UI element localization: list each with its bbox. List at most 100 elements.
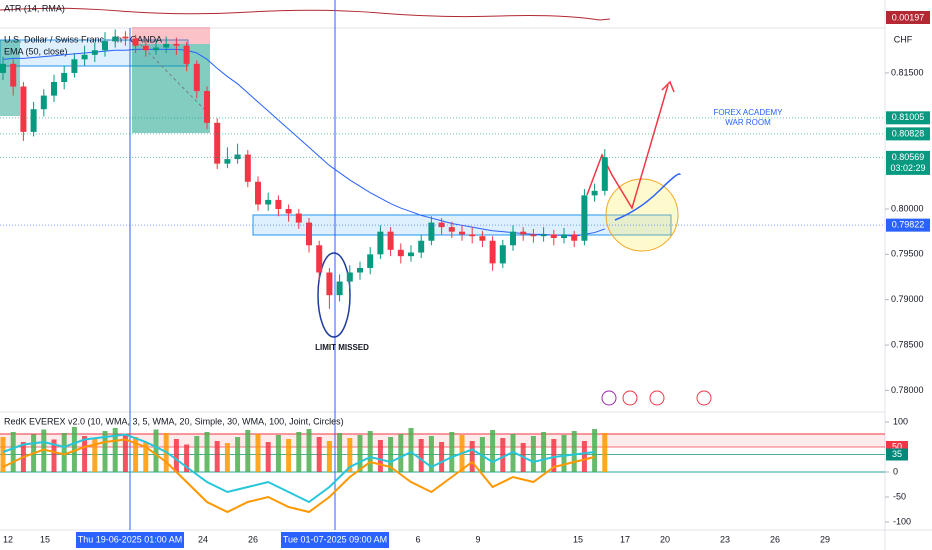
candle-body — [0, 63, 6, 73]
price-label: 0.79822 — [892, 220, 925, 230]
osc-bar — [51, 439, 57, 472]
circle-drawing — [317, 252, 351, 338]
atr-name: ATR (14, RMA) — [4, 3, 65, 13]
x-tick-label: 29 — [820, 534, 830, 544]
candle-body — [142, 45, 149, 51]
osc-bar — [490, 430, 496, 472]
chart-title: U.S. Dollar / Swiss Franc · 4h · OANDA — [4, 34, 162, 44]
candle-body — [20, 86, 27, 132]
candle-body — [265, 199, 272, 205]
osc-bar — [112, 428, 118, 472]
candle-body — [51, 82, 57, 96]
candle-body — [367, 254, 374, 268]
y-tick-label: 0.79000 — [891, 294, 924, 304]
y-tick-label: 100 — [893, 416, 908, 426]
osc-band — [0, 434, 885, 447]
x-tick-label: 24 — [198, 534, 208, 544]
candle-body — [173, 43, 180, 46]
candle-body — [346, 272, 353, 282]
candle-body — [336, 281, 343, 296]
osc-bar — [194, 436, 200, 472]
osc-bar — [571, 431, 577, 472]
x-tick-label: Thu 19-06-2025 01:00 AM — [78, 534, 183, 544]
candle-body — [295, 213, 302, 223]
candle-body — [193, 63, 200, 92]
candle-body — [214, 122, 221, 164]
candle-body — [377, 231, 384, 255]
osc-bar — [306, 429, 312, 472]
osc-bar — [296, 432, 302, 472]
osc-bar — [418, 439, 424, 472]
candle-body — [469, 234, 476, 237]
price-label-box — [886, 218, 930, 232]
arrow — [586, 84, 669, 210]
osc-bar — [439, 442, 445, 472]
candle-body — [408, 252, 414, 257]
osc-bar — [388, 437, 394, 472]
osc-bar — [592, 429, 598, 472]
candle-body — [285, 208, 292, 214]
candle-body — [397, 249, 404, 257]
osc-bar — [61, 433, 67, 472]
x-tick-label: 20 — [660, 534, 670, 544]
candle-body — [112, 36, 119, 42]
candle-body — [234, 154, 241, 160]
y-tick-label: -100 — [893, 516, 911, 526]
candle-body — [591, 190, 598, 196]
candle-body — [183, 45, 190, 64]
osc-bar — [398, 434, 404, 472]
x-label-box — [281, 532, 389, 548]
candle-body — [275, 199, 282, 209]
candle-body — [81, 54, 88, 60]
atr-line — [0, 7, 611, 21]
osc-bar — [184, 444, 190, 472]
osc-bar — [551, 439, 557, 472]
atr-label: 0.00197 — [892, 12, 925, 22]
osc-bar — [122, 434, 128, 472]
x-tick-label: 9 — [475, 534, 480, 544]
osc-bar — [347, 438, 353, 472]
candle-body — [91, 50, 98, 55]
osc-bar — [92, 438, 98, 472]
osc-bar — [367, 431, 373, 472]
candle-body — [479, 236, 486, 241]
candle-body — [163, 43, 170, 48]
candle-body — [102, 41, 108, 51]
annotation: FOREX ACADEMY — [714, 108, 784, 117]
candle-body — [316, 245, 323, 273]
osc-bar — [449, 432, 455, 472]
osc-bar — [326, 441, 332, 472]
osc-bar — [143, 442, 149, 472]
price-label: 0.80569 — [892, 152, 925, 162]
x-tick-label: Tue 01-07-2025 09:00 AM — [283, 534, 387, 544]
level-box — [886, 448, 908, 461]
y-tick-label: 0 — [893, 466, 898, 476]
candle-body — [357, 267, 363, 273]
y-tick-label: 0.78000 — [891, 385, 924, 395]
candle-body — [387, 231, 394, 250]
osc-bar — [204, 432, 210, 472]
x-tick-label: 23 — [720, 534, 730, 544]
candle-body — [550, 234, 557, 239]
osc-bar — [602, 433, 608, 472]
osc-bar — [530, 436, 536, 472]
x-tick-label: 17 — [620, 534, 630, 544]
osc-slow — [2, 438, 595, 514]
level-label: 35 — [892, 449, 902, 459]
x-tick-label: 26 — [248, 534, 258, 544]
candle-body — [418, 240, 425, 253]
arrow — [614, 173, 681, 221]
candle-body — [71, 59, 78, 73]
candle-body — [10, 63, 17, 87]
y-tick-label: 0.79500 — [891, 249, 924, 259]
candle-body — [601, 157, 608, 191]
candle-body — [530, 234, 537, 237]
candle-body — [561, 234, 567, 239]
osc-bar — [286, 439, 292, 472]
countdown: 03:02:29 — [890, 163, 925, 173]
y-tick-label: 0.78500 — [891, 339, 924, 349]
osc-bar — [255, 434, 261, 472]
candle-body — [244, 154, 251, 182]
candle-body — [448, 227, 455, 232]
